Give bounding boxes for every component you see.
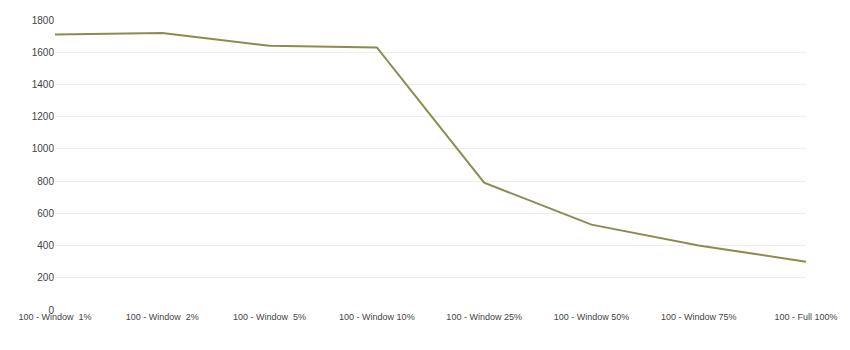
svg-text:1400: 1400 [32, 79, 55, 90]
svg-text:1200: 1200 [32, 111, 55, 122]
svg-text:1600: 1600 [32, 47, 55, 58]
svg-text:100 - Window 50%: 100 - Window 50% [554, 312, 630, 322]
svg-text:100 - Window 75%: 100 - Window 75% [661, 312, 737, 322]
svg-text:1800: 1800 [32, 15, 55, 26]
svg-text:100 - Window 2%: 100 - Window 2% [126, 312, 199, 322]
svg-text:1000: 1000 [32, 143, 55, 154]
svg-text:100 - Full 100%: 100 - Full 100% [774, 312, 837, 322]
svg-text:100 - Window 5%: 100 - Window 5% [233, 312, 306, 322]
svg-text:800: 800 [37, 176, 54, 187]
svg-text:100 - Window 10%: 100 - Window 10% [339, 312, 415, 322]
svg-text:100 - Window 1%: 100 - Window 1% [18, 312, 91, 322]
svg-text:200: 200 [37, 272, 54, 283]
svg-text:100 - Window 25%: 100 - Window 25% [446, 312, 522, 322]
svg-text:600: 600 [37, 208, 54, 219]
svg-text:0: 0 [48, 305, 54, 316]
svg-text:400: 400 [37, 240, 54, 251]
